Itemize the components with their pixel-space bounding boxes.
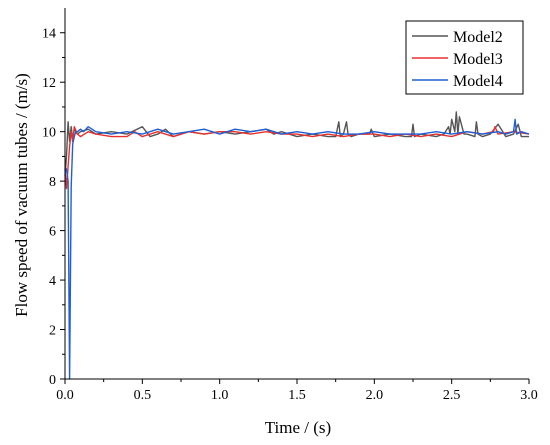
ticks: [60, 32, 530, 384]
x-tick-label: 2.5: [443, 388, 461, 403]
y-tick-label: 4: [49, 274, 56, 289]
series-line-model4: [64, 118, 530, 380]
y-tick-label: 12: [42, 76, 56, 91]
x-axis-title: Time / (s): [265, 418, 331, 437]
y-tick-label: 0: [49, 373, 56, 388]
x-tick-label: 3.0: [520, 388, 538, 403]
y-axis-title: Flow speed of vacuum tubes / (m/s): [12, 73, 31, 317]
x-tick-label: 2.0: [366, 388, 384, 403]
y-tick-label: 6: [49, 225, 56, 240]
y-tick-label: 8: [49, 175, 56, 190]
tick-labels: 0.0 0.5 1.0 1.5 2.0 2.5 3.0 0 2 4 6 8 10 12 14: [42, 27, 538, 403]
y-tick-label: 10: [42, 126, 56, 141]
plot-lines: [64, 111, 530, 380]
x-tick-label: 1.0: [211, 388, 229, 403]
series-line-model3: [64, 125, 530, 190]
legend-label-model3: Model3: [453, 51, 503, 68]
y-tick-label: 2: [49, 324, 56, 339]
x-tick-label: 1.5: [288, 388, 306, 403]
legend: Model2 Model3 Model4: [405, 20, 524, 95]
series-line-model2: [64, 111, 529, 177]
x-tick-label: 0.0: [56, 388, 74, 403]
y-tick-label: 14: [42, 27, 56, 42]
x-tick-label: 0.5: [134, 388, 152, 403]
legend-label-model2: Model2: [453, 29, 503, 46]
legend-label-model4: Model4: [453, 73, 503, 90]
